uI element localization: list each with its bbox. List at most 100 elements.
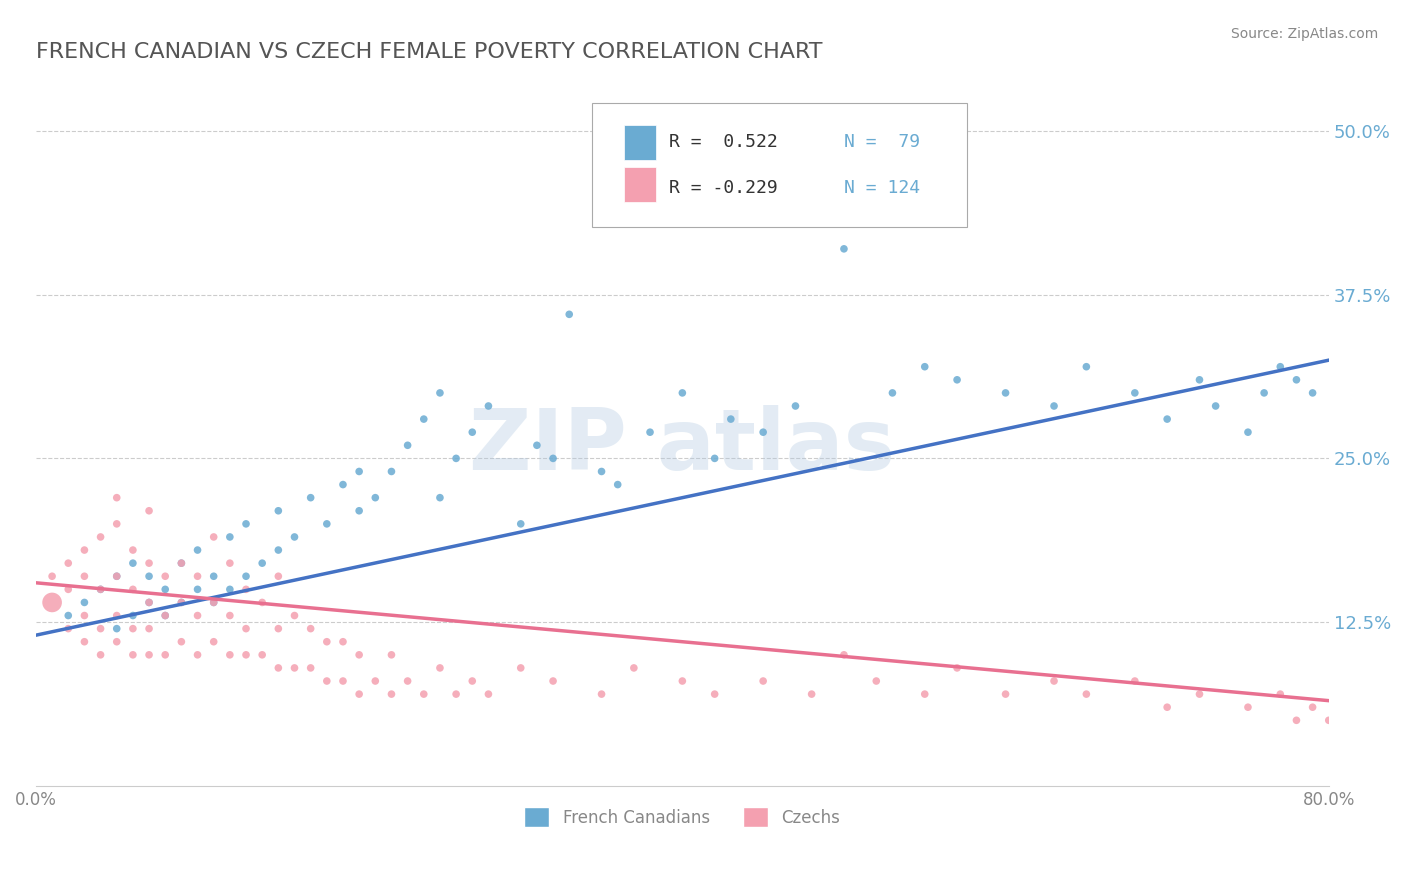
Point <box>380 465 402 479</box>
Point <box>412 412 434 426</box>
Point <box>1253 385 1275 400</box>
Point <box>412 687 434 701</box>
Point <box>364 673 387 688</box>
Point <box>332 634 354 648</box>
Point <box>1156 700 1178 714</box>
Point <box>720 412 742 426</box>
Point <box>105 491 128 505</box>
Legend: French Canadians, Czechs: French Canadians, Czechs <box>517 800 846 834</box>
Point <box>218 608 240 623</box>
Point <box>170 595 193 609</box>
Point <box>315 516 337 531</box>
Text: Source: ZipAtlas.com: Source: ZipAtlas.com <box>1230 27 1378 41</box>
Point <box>235 569 257 583</box>
Point <box>1188 373 1211 387</box>
Point <box>1237 425 1260 440</box>
Point <box>1302 385 1324 400</box>
Point <box>90 582 112 597</box>
Point <box>202 595 225 609</box>
Point <box>267 504 290 518</box>
Point <box>1123 673 1146 688</box>
Point <box>267 622 290 636</box>
Point <box>58 556 80 570</box>
Point <box>218 530 240 544</box>
Point <box>364 491 387 505</box>
Text: R =  0.522: R = 0.522 <box>669 133 778 152</box>
Point <box>90 530 112 544</box>
Point <box>218 582 240 597</box>
Point <box>73 569 96 583</box>
Point <box>283 530 305 544</box>
Point <box>155 608 177 623</box>
Point <box>671 673 693 688</box>
Point <box>155 582 177 597</box>
Point <box>186 648 208 662</box>
Point <box>1156 412 1178 426</box>
Point <box>202 569 225 583</box>
Point <box>283 661 305 675</box>
Point <box>267 569 290 583</box>
Point <box>477 399 499 413</box>
Point <box>105 634 128 648</box>
Point <box>882 385 904 400</box>
Point <box>332 673 354 688</box>
Point <box>1270 687 1292 701</box>
Point <box>946 661 969 675</box>
Point <box>73 634 96 648</box>
Point <box>138 569 160 583</box>
Point <box>429 491 451 505</box>
Point <box>235 582 257 597</box>
Point <box>202 530 225 544</box>
Point <box>186 569 208 583</box>
Point <box>444 687 467 701</box>
Point <box>218 556 240 570</box>
Point <box>299 491 322 505</box>
Point <box>461 673 484 688</box>
Point <box>1270 359 1292 374</box>
Point <box>623 661 645 675</box>
Point <box>138 595 160 609</box>
Point <box>1237 700 1260 714</box>
Point <box>380 648 402 662</box>
Point <box>122 543 145 558</box>
Point <box>105 622 128 636</box>
Point <box>235 648 257 662</box>
Point <box>541 451 564 466</box>
Point <box>90 622 112 636</box>
Point <box>347 687 370 701</box>
Point <box>235 516 257 531</box>
Point <box>267 543 290 558</box>
Point <box>832 242 855 256</box>
Point <box>299 661 322 675</box>
Point <box>1285 373 1308 387</box>
Point <box>73 608 96 623</box>
Point <box>138 595 160 609</box>
Point <box>170 556 193 570</box>
FancyBboxPatch shape <box>624 167 657 202</box>
Point <box>138 504 160 518</box>
Point <box>155 648 177 662</box>
Point <box>299 622 322 636</box>
Point <box>914 687 936 701</box>
Point <box>250 648 273 662</box>
Point <box>477 687 499 701</box>
Point <box>122 648 145 662</box>
Text: ZIP atlas: ZIP atlas <box>470 405 896 488</box>
Point <box>122 582 145 597</box>
Point <box>41 595 63 609</box>
Point <box>58 608 80 623</box>
Point <box>638 425 661 440</box>
Point <box>105 569 128 583</box>
Point <box>347 648 370 662</box>
Point <box>155 608 177 623</box>
Point <box>832 648 855 662</box>
Point <box>90 648 112 662</box>
Point <box>58 622 80 636</box>
Point <box>591 465 613 479</box>
Text: FRENCH CANADIAN VS CZECH FEMALE POVERTY CORRELATION CHART: FRENCH CANADIAN VS CZECH FEMALE POVERTY … <box>37 42 823 62</box>
Point <box>58 582 80 597</box>
Point <box>73 543 96 558</box>
Point <box>250 595 273 609</box>
Point <box>235 622 257 636</box>
Point <box>591 687 613 701</box>
